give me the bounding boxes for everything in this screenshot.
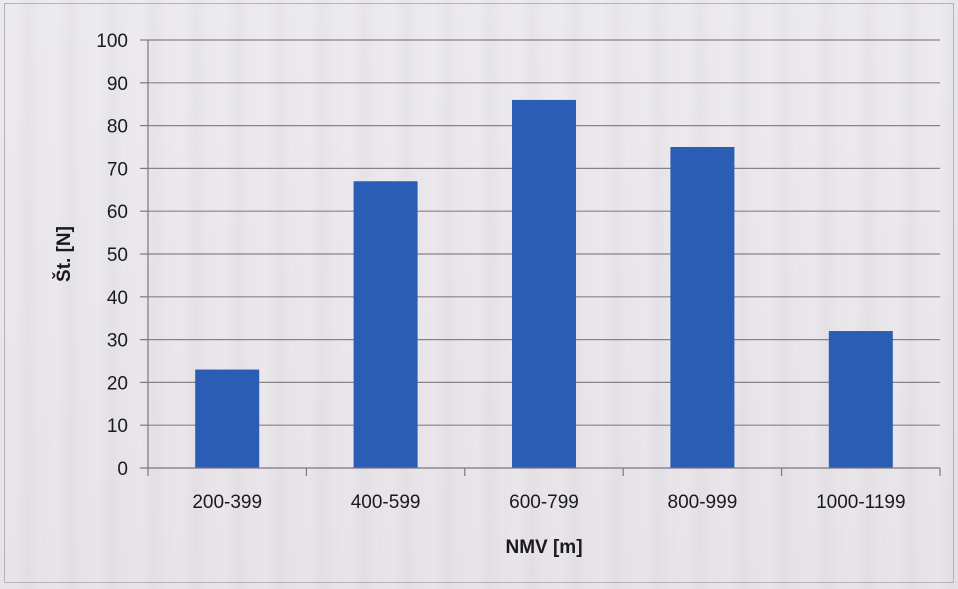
bar <box>512 99 576 469</box>
x-tick-label: 600-799 <box>509 492 579 513</box>
x-tick-label: 400-599 <box>351 492 421 513</box>
y-tick-label: 0 <box>117 459 128 480</box>
y-tick-label: 10 <box>107 416 128 437</box>
x-tick-label: 800-999 <box>668 492 738 513</box>
x-tick-labels: 200-399 400-599 600-799 800-999 1000-1199 <box>192 492 905 513</box>
y-tick-label: 70 <box>107 159 128 180</box>
bars <box>195 99 893 469</box>
y-axis-title: Št. [N] <box>53 226 75 282</box>
bar <box>195 369 260 468</box>
y-tick-label: 30 <box>107 331 128 352</box>
x-tick-label: 1000-1199 <box>816 492 905 513</box>
gridlines <box>148 39 940 426</box>
bar <box>670 147 735 468</box>
x-axis-title: NMV [m] <box>505 537 582 558</box>
y-tick-label: 80 <box>107 117 128 138</box>
y-tick-label: 60 <box>107 202 128 223</box>
axes <box>140 39 941 476</box>
y-tick-label: 90 <box>107 74 128 95</box>
chart-frame <box>4 3 954 583</box>
y-tick-labels: 0 10 20 30 40 50 60 70 80 90 100 <box>96 31 128 480</box>
bar <box>353 181 418 469</box>
y-tick-label: 50 <box>107 245 128 266</box>
bar <box>828 331 893 468</box>
y-tick-label: 20 <box>107 373 128 394</box>
y-tick-label: 40 <box>107 288 128 309</box>
y-tick-label: 100 <box>96 31 128 52</box>
x-tick-label: 200-399 <box>192 492 262 513</box>
